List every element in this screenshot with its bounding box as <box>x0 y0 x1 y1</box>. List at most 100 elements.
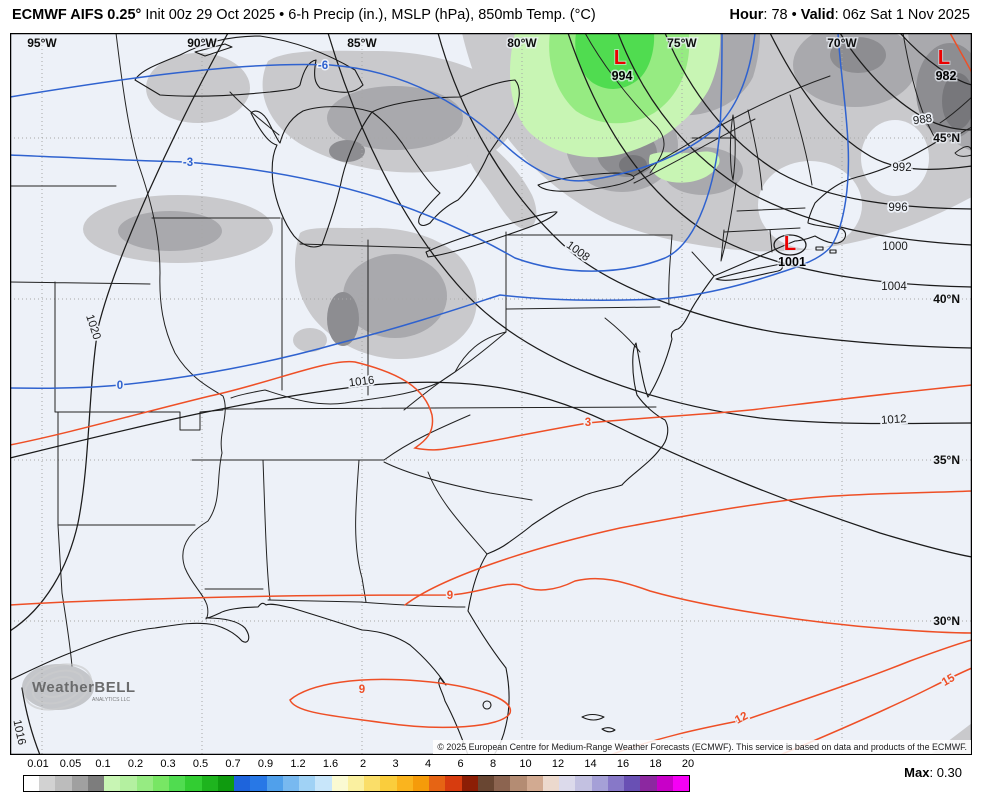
legend-tick: 16 <box>616 758 630 770</box>
temp-12 <box>609 639 972 755</box>
border-carolinas <box>383 331 533 555</box>
temp-contour-label: 0 <box>117 380 123 392</box>
legend-segment <box>71 776 88 791</box>
legend-segment <box>494 776 511 791</box>
max-value: : 0.30 <box>929 765 962 780</box>
mslp-contour-label: 1000 <box>882 241 908 253</box>
legend-segment <box>104 776 121 791</box>
legend-segment <box>217 776 234 791</box>
title-detail: Init 00z 29 Oct 2025 • 6-h Precip (in.),… <box>141 7 596 23</box>
longitude-label: 70°W <box>827 36 857 50</box>
legend-segment <box>201 776 218 791</box>
temp-contour-label: 9 <box>447 590 453 602</box>
low-pressure-value: 994 <box>612 69 633 83</box>
isobar-1000 <box>617 33 972 246</box>
isobar-988 <box>839 33 972 131</box>
map-frame <box>10 33 972 755</box>
legend-segment <box>120 776 137 791</box>
legend-segment <box>445 776 462 791</box>
legend-segment <box>672 776 689 791</box>
border-ark-la <box>57 411 264 667</box>
legend-segment <box>542 776 559 791</box>
legend-segment <box>282 776 299 791</box>
legend-tick: 0.1 <box>95 758 111 770</box>
isobar-1016 <box>10 381 972 558</box>
legend-segment <box>396 776 413 791</box>
longitude-label: 95°W <box>27 36 57 50</box>
lake-huron <box>371 79 520 226</box>
legend-tick: 20 <box>681 758 695 770</box>
low-pressure-value: 1001 <box>778 255 806 269</box>
legend-tick: 2 <box>359 758 367 770</box>
lake-ontario <box>537 172 635 192</box>
legend-segment <box>575 776 592 791</box>
temp-contour-label: 3 <box>585 417 591 429</box>
legend-tick: 0.2 <box>127 758 144 770</box>
legend-tick: 0.01 <box>27 758 49 770</box>
map-title: ECMWF AIFS 0.25° Init 00z 29 Oct 2025 • … <box>12 7 596 23</box>
legend-tick: 10 <box>519 758 532 770</box>
isobar-984 <box>899 33 972 86</box>
isobar-1008 <box>437 33 972 349</box>
longitude-label: 85°W <box>347 36 377 50</box>
legend-segment <box>559 776 576 791</box>
isobar-1004 <box>567 33 972 288</box>
legend-tick: 1.2 <box>290 758 306 770</box>
precip-area-darkest <box>619 73 972 175</box>
legend-segment <box>656 776 673 791</box>
legend-segment <box>624 776 641 791</box>
legend-segment <box>526 776 543 791</box>
long-island <box>715 263 783 281</box>
legend-segment <box>169 776 186 791</box>
latitude-label: 35°N <box>933 453 960 467</box>
model-name: ECMWF AIFS 0.25° <box>12 7 142 23</box>
mslp-contour-label: 1016 <box>10 719 27 747</box>
legend-tick: 0.05 <box>59 758 82 770</box>
legend-tick: 18 <box>649 758 662 770</box>
temp-contours-warm <box>10 33 972 755</box>
temp-contour-label: -3 <box>183 157 193 169</box>
legend-tick: 0.5 <box>192 758 209 770</box>
longitude-label: 75°W <box>667 36 697 50</box>
legend-tick: 0.7 <box>225 758 241 770</box>
temp-9-loop <box>289 678 511 729</box>
legend-segment <box>185 776 202 791</box>
border-il-in-mi <box>151 217 431 396</box>
legend-segment <box>380 776 397 791</box>
legend-tick: 1.6 <box>322 758 339 770</box>
isobar-layer <box>10 33 972 755</box>
isobar-992 <box>769 33 972 170</box>
legend-segment <box>39 776 56 791</box>
mslp-contour-label: 988 <box>912 113 933 128</box>
graticule <box>10 33 972 755</box>
lake-michigan <box>250 106 373 248</box>
isobar-1012 <box>327 33 972 425</box>
legend-tick: 3 <box>392 758 399 770</box>
legend-tick: 8 <box>489 758 497 770</box>
valid-value: : 06z Sat 1 Nov 2025 <box>834 7 970 23</box>
max-value-readout: Max: 0.30 <box>904 765 962 780</box>
temp-contours-cold <box>10 33 850 390</box>
legend-segment <box>347 776 364 791</box>
legend-segment <box>234 776 251 791</box>
temp-6 <box>404 490 972 606</box>
legend-segment-below-min <box>24 776 39 791</box>
temp-minus6 <box>10 33 756 182</box>
legend-segment <box>412 776 429 791</box>
islands-ma <box>815 246 837 254</box>
legend-segment <box>250 776 267 791</box>
islands-bahamas <box>581 713 616 733</box>
temp-9 <box>10 577 972 634</box>
mslp-contour-label: 1004 <box>881 281 907 293</box>
legend-tick: 14 <box>584 758 597 770</box>
header: ECMWF AIFS 0.25° Init 00z 29 Oct 2025 • … <box>12 7 970 23</box>
legend-segment <box>136 776 153 791</box>
longitude-label: 90°W <box>187 36 217 50</box>
longitude-label: 80°W <box>507 36 537 50</box>
max-label: Max <box>904 765 930 780</box>
legend-segment <box>299 776 316 791</box>
low-pressure-marker: L <box>784 233 796 255</box>
precip-legend: 0.01 0.05 0.1 0.2 0.3 0.5 0.7 0.9 1.2 1.6 2 3 4 6 8 10 1… <box>23 757 694 797</box>
hour-value: : 78 • <box>763 7 801 23</box>
